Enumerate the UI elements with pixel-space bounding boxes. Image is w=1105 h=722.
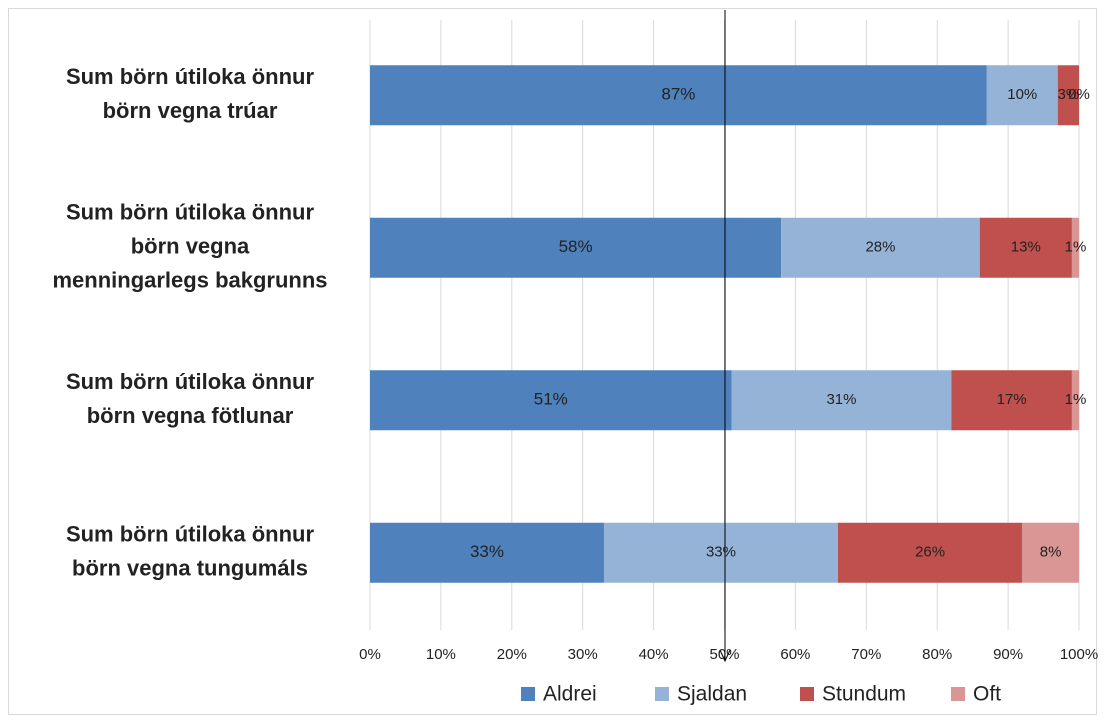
value-label: 51%: [534, 390, 568, 409]
x-tick-label: 60%: [780, 646, 810, 663]
x-tick-label: 0%: [359, 646, 381, 663]
bar-segment: [370, 370, 732, 431]
category-label: Sum börn útiloka önnur: [66, 522, 315, 547]
arrow-head: [719, 649, 731, 663]
legend-label: Sjaldan: [677, 683, 747, 706]
bars: [370, 65, 1079, 583]
legend-label: Stundum: [822, 683, 906, 706]
bar-segment: [603, 522, 838, 583]
x-tick-label: 100%: [1060, 646, 1098, 663]
value-label: 0%: [1068, 86, 1090, 103]
legend-label: Aldrei: [543, 683, 597, 706]
legend-swatch: [655, 687, 669, 701]
value-label: 8%: [1040, 544, 1062, 561]
value-label: 10%: [1007, 86, 1037, 103]
arrow-annotation: [719, 10, 731, 663]
x-tick-label: 20%: [497, 646, 527, 663]
bar-segment: [986, 65, 1058, 126]
value-label: 87%: [661, 85, 695, 104]
x-tick-label: 30%: [568, 646, 598, 663]
legend-label: Oft: [973, 683, 1001, 706]
bar-segment: [979, 217, 1072, 278]
bar-segment: [1022, 522, 1079, 583]
chart-border: [8, 8, 1097, 715]
bar-segment: [1071, 370, 1079, 431]
category-label: börn vegna tungumáls: [72, 556, 308, 581]
bar-segment: [731, 370, 952, 431]
category-label: Sum börn útiloka önnur: [66, 64, 315, 89]
bar-segment: [1071, 217, 1079, 278]
value-label: 26%: [915, 544, 945, 561]
value-label: 28%: [865, 239, 895, 256]
category-label: börn vegna: [131, 234, 250, 259]
category-label: börn vegna trúar: [103, 98, 278, 123]
value-label: 17%: [997, 391, 1027, 408]
legend-swatch: [800, 687, 814, 701]
bar-segment: [951, 370, 1072, 431]
bar-segment: [1057, 65, 1079, 126]
category-label: menningarlegs bakgrunns: [52, 268, 327, 293]
legend-swatch: [521, 687, 535, 701]
x-tick-label: 40%: [639, 646, 669, 663]
category-label: börn vegna fötlunar: [87, 403, 294, 428]
bar-segment: [370, 217, 782, 278]
bar-segment: [370, 522, 604, 583]
x-tick-label: 80%: [922, 646, 952, 663]
value-label: 33%: [706, 544, 736, 561]
value-label: 33%: [470, 542, 504, 561]
value-label: 1%: [1065, 391, 1087, 408]
value-label: 58%: [559, 237, 593, 256]
value-label: 1%: [1065, 239, 1087, 256]
value-label: 31%: [826, 391, 856, 408]
x-tick-label: 70%: [851, 646, 881, 663]
x-tick-label: 10%: [426, 646, 456, 663]
category-label: Sum börn útiloka önnur: [66, 369, 315, 394]
x-tick-label: 90%: [993, 646, 1023, 663]
bar-segment: [837, 522, 1023, 583]
value-label: 13%: [1011, 239, 1041, 256]
bar-segment: [370, 65, 987, 126]
legend-swatch: [951, 687, 965, 701]
x-tick-label: 50%: [709, 646, 739, 663]
category-label: Sum börn útiloka önnur: [66, 200, 315, 225]
value-label: 3%: [1058, 86, 1080, 103]
bar-segment: [781, 217, 980, 278]
